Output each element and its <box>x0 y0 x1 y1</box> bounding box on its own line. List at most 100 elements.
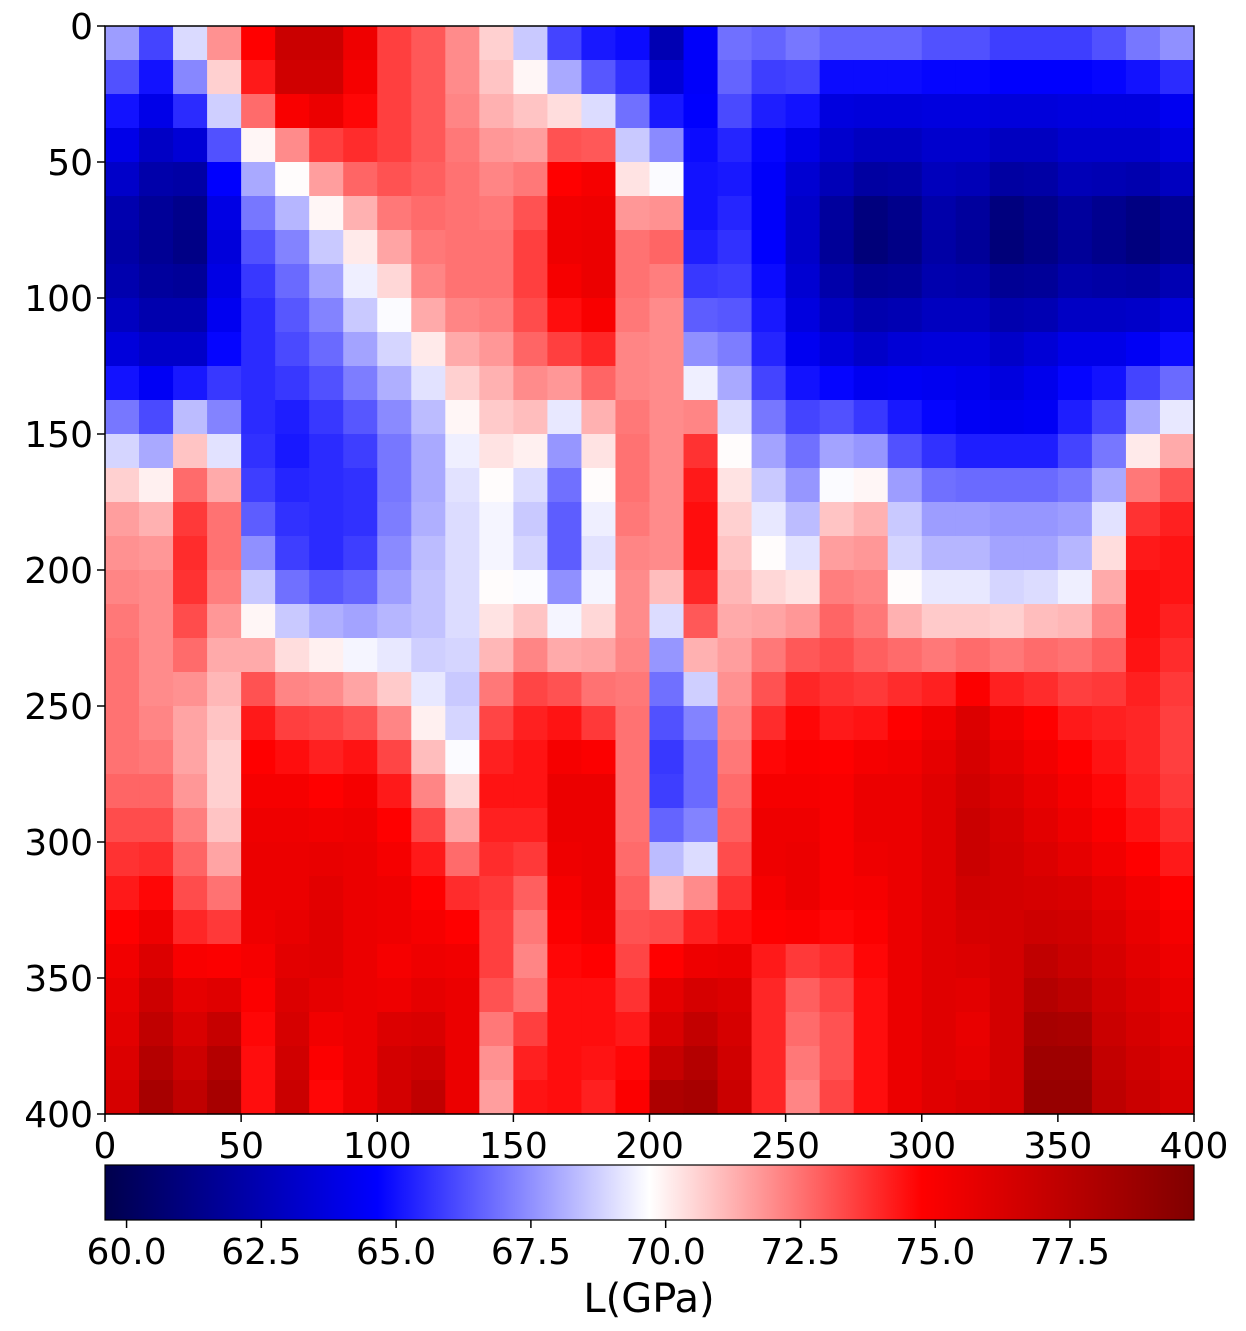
heatmap-cell <box>581 128 617 163</box>
heatmap-cell <box>1023 978 1059 1013</box>
heatmap-cell <box>1125 162 1161 197</box>
heatmap-cell <box>819 468 855 503</box>
heatmap-cell <box>751 774 787 809</box>
heatmap-cell <box>955 1080 991 1115</box>
heatmap-cell <box>207 60 242 95</box>
heatmap-cell <box>1159 128 1195 163</box>
heatmap-cell <box>513 434 549 469</box>
heatmap-cell <box>139 910 174 945</box>
heatmap-cell <box>683 230 719 265</box>
heatmap-cell <box>547 604 583 639</box>
heatmap-cell <box>377 196 412 231</box>
heatmap-cell <box>547 298 583 333</box>
heatmap-cell <box>173 298 208 333</box>
heatmap-cell <box>921 638 957 673</box>
heatmap-cell <box>1057 26 1093 61</box>
heatmap-cell <box>309 230 344 265</box>
heatmap-cell <box>547 638 583 673</box>
heatmap-cell <box>547 570 583 605</box>
heatmap-cell <box>853 604 889 639</box>
heatmap-cell <box>445 876 480 911</box>
heatmap-cell <box>105 638 140 673</box>
heatmap-cell <box>411 26 446 61</box>
colorbar <box>104 1164 1195 1221</box>
heatmap-cell <box>1023 196 1059 231</box>
heatmap-cell <box>1057 1046 1093 1081</box>
heatmap-cell <box>717 1012 753 1047</box>
heatmap-cell <box>887 536 923 571</box>
heatmap-cell <box>105 570 140 605</box>
heatmap-cell <box>309 366 344 401</box>
heatmap-cell <box>819 26 855 61</box>
heatmap-cell <box>615 26 651 61</box>
heatmap-cell <box>275 910 310 945</box>
heatmap-cell <box>377 808 412 843</box>
heatmap-cell <box>1159 706 1195 741</box>
heatmap-cell <box>887 842 923 877</box>
heatmap-cell <box>955 1046 991 1081</box>
heatmap-cell <box>207 434 242 469</box>
heatmap-cell <box>785 774 821 809</box>
heatmap-cell <box>105 332 140 367</box>
heatmap-cell <box>173 1046 208 1081</box>
heatmap-cell <box>989 230 1025 265</box>
heatmap-cell <box>343 842 378 877</box>
heatmap-cell <box>241 94 276 129</box>
heatmap-cell <box>1057 366 1093 401</box>
colorbar-tick-label: 62.5 <box>221 1232 301 1273</box>
heatmap-cell <box>139 536 174 571</box>
heatmap-cell <box>105 434 140 469</box>
heatmap-cell <box>207 94 242 129</box>
heatmap-cell <box>785 706 821 741</box>
heatmap-cell <box>547 774 583 809</box>
heatmap-cell <box>479 230 514 265</box>
heatmap-cell <box>139 26 174 61</box>
heatmap-cell <box>445 26 480 61</box>
colorbar-tick-label: 72.5 <box>760 1232 840 1273</box>
heatmap-cell <box>751 638 787 673</box>
heatmap-cell <box>513 366 549 401</box>
heatmap-cell <box>309 808 344 843</box>
heatmap-cell <box>173 502 208 537</box>
heatmap-cell <box>377 672 412 707</box>
heatmap-cell <box>989 366 1025 401</box>
heatmap-cell <box>1057 128 1093 163</box>
heatmap-cell <box>989 876 1025 911</box>
heatmap-cell <box>1091 944 1127 979</box>
heatmap-cell <box>1023 944 1059 979</box>
heatmap-cell <box>411 94 446 129</box>
heatmap-cell <box>649 604 685 639</box>
heatmap-cell <box>241 434 276 469</box>
heatmap-cell <box>513 264 549 299</box>
heatmap-cell <box>1159 876 1195 911</box>
heatmap-cell <box>207 536 242 571</box>
heatmap-cell <box>989 944 1025 979</box>
heatmap-cell <box>105 740 140 775</box>
heatmap-cell <box>1057 536 1093 571</box>
heatmap-cell <box>1125 26 1161 61</box>
heatmap-cell <box>989 638 1025 673</box>
heatmap-cell <box>955 264 991 299</box>
heatmap-cell <box>683 162 719 197</box>
heatmap-cell <box>921 944 957 979</box>
heatmap-cell <box>275 468 310 503</box>
heatmap-cell <box>411 128 446 163</box>
heatmap-cell <box>1057 774 1093 809</box>
heatmap-cell <box>649 910 685 945</box>
heatmap-cell <box>513 774 549 809</box>
heatmap-cell <box>173 672 208 707</box>
heatmap-cell <box>105 672 140 707</box>
heatmap-cell <box>1159 264 1195 299</box>
heatmap-cell <box>853 230 889 265</box>
heatmap-cell <box>955 672 991 707</box>
heatmap-cell <box>785 366 821 401</box>
heatmap-cell <box>683 400 719 435</box>
heatmap-cell <box>309 910 344 945</box>
heatmap-cell <box>411 944 446 979</box>
heatmap-cell <box>887 638 923 673</box>
heatmap-cell <box>649 842 685 877</box>
heatmap-cell <box>615 604 651 639</box>
heatmap-cell <box>887 468 923 503</box>
heatmap-cell <box>377 706 412 741</box>
colorbar-tick-label: 75.0 <box>895 1232 975 1273</box>
